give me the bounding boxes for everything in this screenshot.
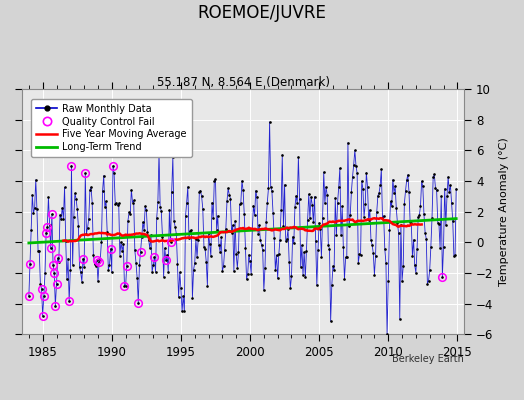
- Title: 55.187 N, 8.564 E (Denmark): 55.187 N, 8.564 E (Denmark): [157, 76, 330, 89]
- Text: ROEMOE/JUVRE: ROEMOE/JUVRE: [198, 4, 326, 22]
- Y-axis label: Temperature Anomaly (°C): Temperature Anomaly (°C): [499, 137, 509, 286]
- Legend: Raw Monthly Data, Quality Control Fail, Five Year Moving Average, Long-Term Tren: Raw Monthly Data, Quality Control Fail, …: [31, 99, 192, 157]
- Text: Berkeley Earth: Berkeley Earth: [392, 354, 464, 364]
